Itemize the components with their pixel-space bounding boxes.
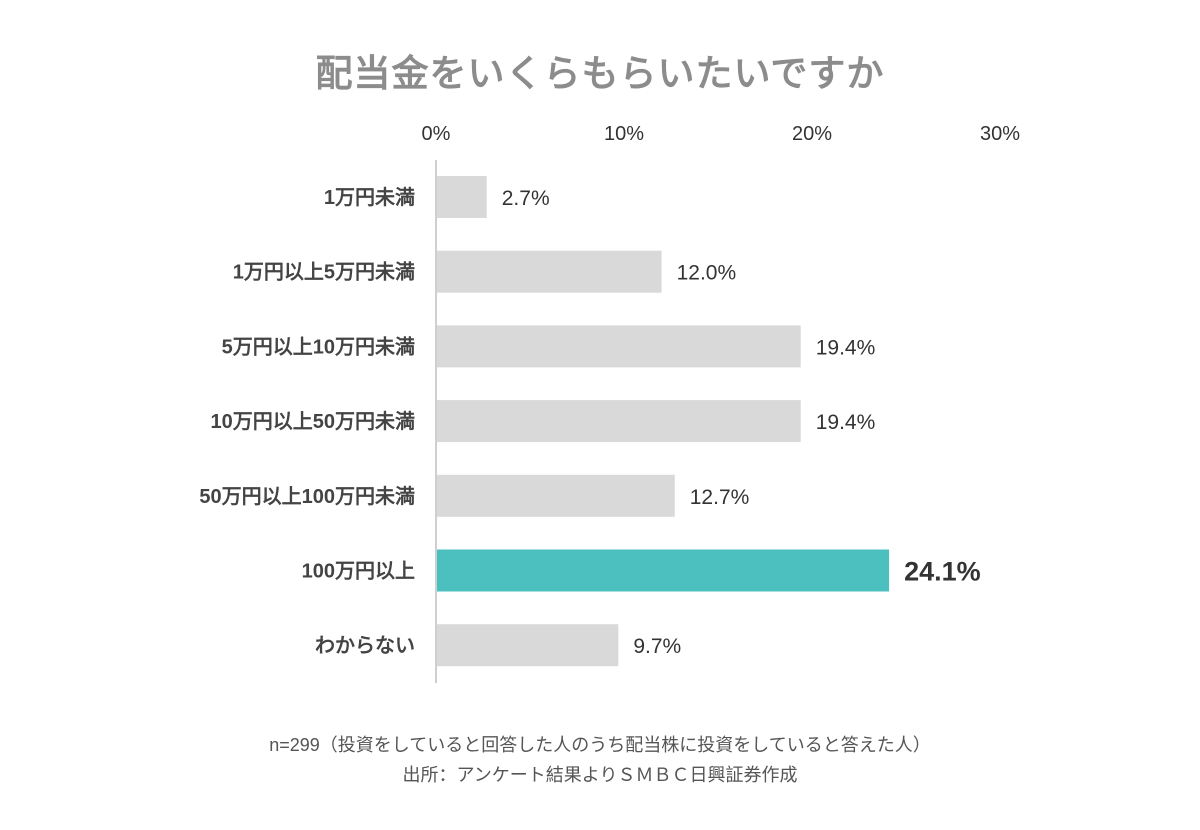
x-tick-label: 30% [980, 123, 1020, 145]
value-label: 12.7% [690, 486, 750, 509]
sample-note: n=299（投資をしていると回答した人のうち配当株に投資をしていると答えた人） [269, 735, 930, 755]
category-labels: 1万円未満 1万円以上5万円未満 5万円以上10万円未満 10万円以上50万円未満 50… [199, 186, 415, 657]
bar [437, 325, 801, 368]
category-label: 50万円以上100万円未満 [199, 485, 415, 508]
chart-title: 配当金をいくらもらいたいですか [316, 52, 885, 94]
category-label: 1万円以上5万円未満 [233, 261, 415, 284]
value-labels: 2.7% 12.0% 19.4% 19.4% 12.7% 24.1% 9.7% [502, 187, 981, 658]
value-label: 12.0% [677, 262, 737, 285]
value-label: 19.4% [816, 411, 876, 434]
value-label: 19.4% [816, 336, 876, 359]
bar [437, 250, 662, 293]
x-tick-label: 0% [422, 123, 451, 145]
value-label: 9.7% [633, 635, 681, 658]
x-tick-label: 20% [792, 123, 832, 145]
x-tick-label: 10% [604, 123, 644, 145]
category-label: 5万円以上10万円未満 [222, 335, 415, 358]
bar [437, 400, 801, 443]
x-axis-ticks: 0% 10% 20% 30% [422, 123, 1021, 145]
category-label: わからない [315, 634, 415, 657]
category-label: 1万円未満 [324, 186, 415, 209]
bar [437, 474, 675, 517]
bar [437, 624, 619, 667]
source-note: 出所：アンケート結果よりＳＭＢＣ日興証券作成 [403, 765, 798, 785]
category-label: 100万円以上 [302, 560, 415, 583]
value-label: 2.7% [502, 187, 550, 210]
bar [437, 176, 487, 218]
category-label: 10万円以上50万円未満 [211, 410, 416, 433]
bars [437, 176, 890, 667]
bar [437, 549, 890, 592]
value-label: 24.1% [904, 557, 981, 587]
